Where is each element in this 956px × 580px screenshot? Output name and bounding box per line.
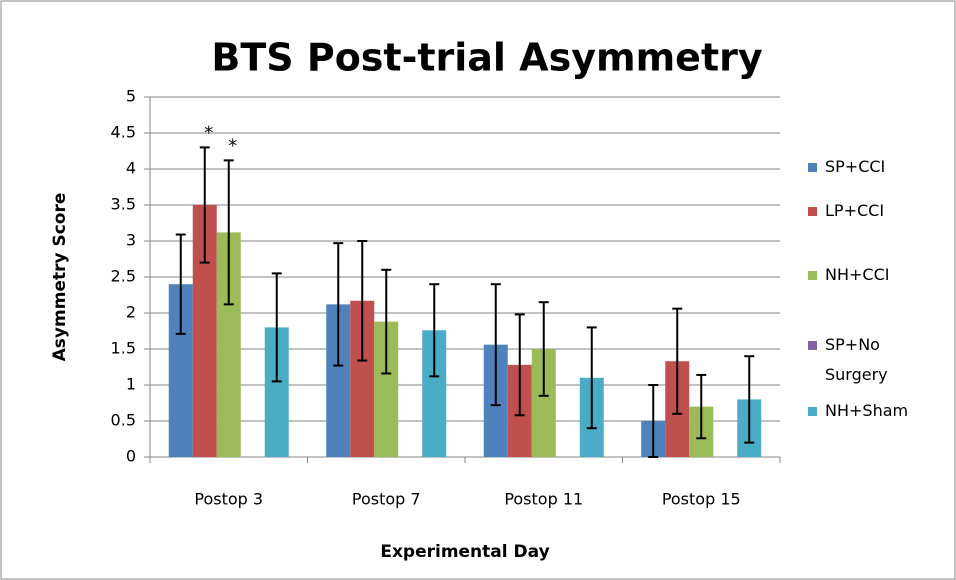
- legend-swatch: [808, 341, 817, 350]
- x-tick-label: Postop 11: [504, 490, 583, 509]
- legend-item: LP+CCI: [808, 196, 938, 226]
- legend-label: NH+Sham: [825, 401, 909, 420]
- y-tick-label: 4: [126, 159, 136, 178]
- legend-swatch: [808, 163, 817, 172]
- legend-label: LP+CCI: [825, 201, 885, 220]
- y-tick-label: 3.5: [111, 195, 136, 214]
- legend-item: SP+No Surgery: [808, 330, 938, 390]
- legend-label: NH+CCI: [825, 265, 890, 284]
- y-tick-label: 3: [126, 231, 136, 250]
- y-tick-label: 2.5: [111, 267, 136, 286]
- legend-item: NH+CCI: [808, 260, 938, 290]
- x-tick-label: Postop 3: [194, 490, 263, 509]
- legend-swatch: [808, 207, 817, 216]
- y-tick-label: 1: [126, 375, 136, 394]
- x-tick-label: Postop 7: [352, 490, 421, 509]
- legend-item: SP+CCI: [808, 152, 938, 182]
- legend-label: SP+No Surgery: [825, 335, 888, 384]
- y-tick-label: 4.5: [111, 123, 136, 142]
- y-tick-label: 2: [126, 303, 136, 322]
- legend-swatch: [808, 407, 817, 416]
- annotation: *: [228, 135, 237, 156]
- y-tick-label: 0: [126, 447, 136, 466]
- legend-item: NH+Sham: [808, 396, 938, 426]
- y-tick-label: 0.5: [111, 411, 136, 430]
- legend-label: SP+CCI: [825, 157, 886, 176]
- y-tick-label: 5: [126, 87, 136, 106]
- legend-swatch: [808, 271, 817, 280]
- x-tick-label: Postop 15: [662, 490, 741, 509]
- y-tick-label: 1.5: [111, 339, 136, 358]
- annotation: *: [204, 122, 213, 143]
- chart-title: BTS Post-trial Asymmetry: [211, 36, 762, 80]
- y-axis-label: Asymmetry Score: [50, 193, 70, 362]
- x-axis-label: Experimental Day: [380, 542, 549, 562]
